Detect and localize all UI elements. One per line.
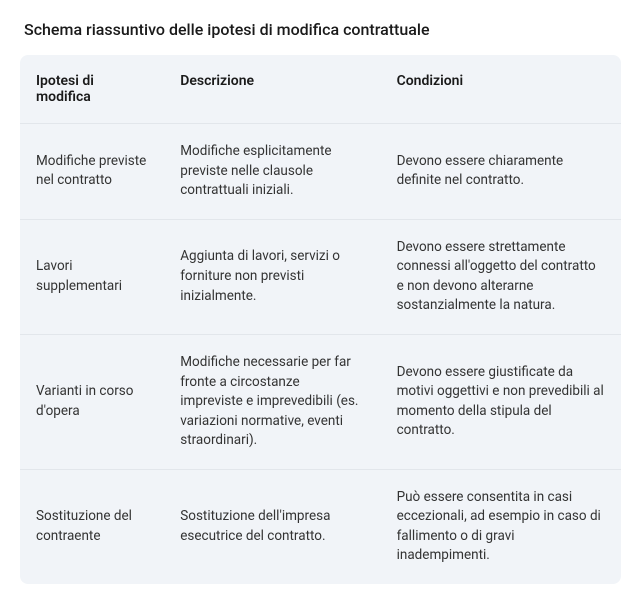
table-row: Sostituzione del contraente Sostituzione… <box>20 469 621 584</box>
column-header-descrizione: Descrizione <box>164 55 380 124</box>
cell-descrizione: Modifiche esplicitamente previste nelle … <box>164 124 380 220</box>
cell-descrizione: Aggiunta di lavori, servizi o forniture … <box>164 219 380 334</box>
column-header-ipotesi: Ipotesi di modifica <box>20 55 164 124</box>
summary-table-container: Ipotesi di modifica Descrizione Condizio… <box>20 55 621 584</box>
cell-condizioni: Devono essere strettamente connessi all'… <box>381 219 621 334</box>
cell-ipotesi: Sostituzione del contraente <box>20 469 164 584</box>
cell-ipotesi: Varianti in corso d'opera <box>20 334 164 469</box>
column-header-condizioni: Condizioni <box>381 55 621 124</box>
cell-descrizione: Modifiche necessarie per far fronte a ci… <box>164 334 380 469</box>
table-row: Varianti in corso d'opera Modifiche nece… <box>20 334 621 469</box>
table-row: Lavori supplementari Aggiunta di lavori,… <box>20 219 621 334</box>
cell-condizioni: Devono essere chiaramente definite nel c… <box>381 124 621 220</box>
cell-ipotesi: Lavori supplementari <box>20 219 164 334</box>
page-title: Schema riassuntivo delle ipotesi di modi… <box>20 20 621 39</box>
cell-condizioni: Può essere consentita in casi eccezional… <box>381 469 621 584</box>
summary-table: Ipotesi di modifica Descrizione Condizio… <box>20 55 621 584</box>
table-header-row: Ipotesi di modifica Descrizione Condizio… <box>20 55 621 124</box>
cell-descrizione: Sostituzione dell'impresa esecutrice del… <box>164 469 380 584</box>
cell-condizioni: Devono essere giustificate da motivi ogg… <box>381 334 621 469</box>
cell-ipotesi: Modifiche previste nel contratto <box>20 124 164 220</box>
table-row: Modifiche previste nel contratto Modific… <box>20 124 621 220</box>
